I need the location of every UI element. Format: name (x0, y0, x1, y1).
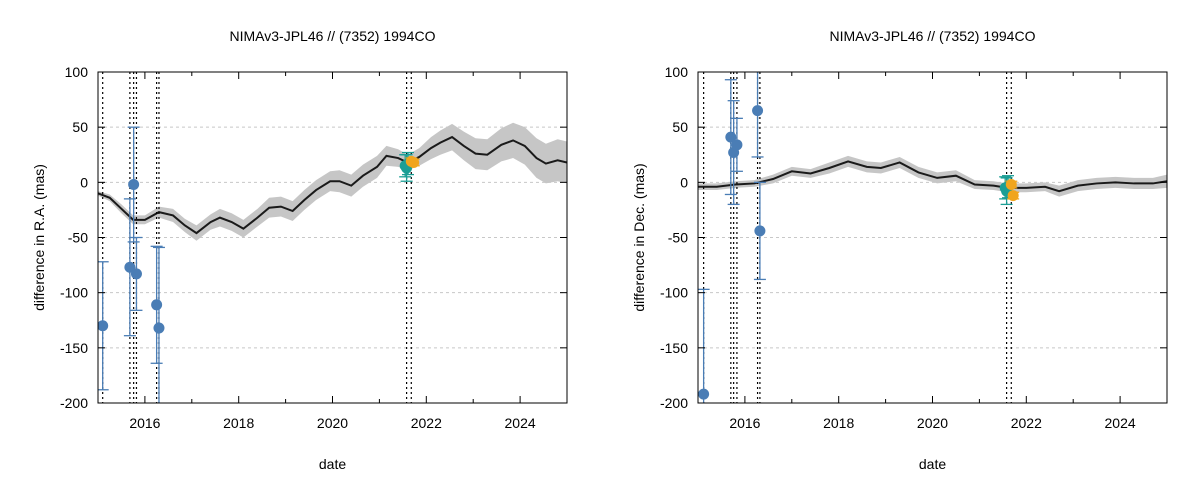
y-tick-label: 0 (80, 174, 88, 190)
y-tick-label: -200 (60, 395, 88, 411)
data-point (725, 131, 737, 143)
y-tick-label: -200 (660, 395, 688, 411)
x-axis-title: date (919, 456, 946, 472)
chart-dec-difference: 100 50 0 -50 -100 -150 -200 2016 2018 2020 2022 202… (631, 28, 1168, 472)
data-point (151, 299, 163, 311)
data-point (408, 156, 420, 168)
data-point (731, 139, 743, 151)
x-tick-label: 2024 (505, 415, 536, 431)
y-tick-label: 50 (672, 119, 688, 135)
y-tick-label: 100 (665, 64, 689, 80)
x-tick-label: 2020 (317, 415, 348, 431)
data-point (754, 225, 766, 237)
x-tick-label: 2022 (1011, 415, 1042, 431)
x-tick-label: 2018 (223, 415, 254, 431)
y-tick-label: 0 (680, 174, 688, 190)
plot-area (698, 72, 1167, 403)
y-tick-label: -150 (660, 340, 688, 356)
plot-area (98, 72, 567, 403)
data-point (1007, 190, 1019, 202)
data-point (130, 268, 142, 280)
model-curve (698, 160, 1167, 193)
y-axis-title: difference in R.A. (mas) (31, 164, 47, 311)
data-point (1005, 179, 1017, 191)
x-tick-label: 2022 (411, 415, 442, 431)
model-curve (98, 135, 567, 235)
x-tick-label: 2020 (917, 415, 948, 431)
data-point (98, 320, 109, 332)
y-tick-label: -100 (60, 285, 88, 301)
x-tick-label: 2024 (1105, 415, 1136, 431)
data-point (153, 322, 165, 334)
x-tick-label: 2016 (729, 415, 760, 431)
x-tick-label: 2018 (823, 415, 854, 431)
chart-title: NIMAv3-JPL46 // (7352) 1994CO (830, 28, 1036, 44)
y-tick-label: -50 (668, 230, 688, 246)
data-point (698, 388, 710, 400)
y-tick-label: -100 (660, 285, 688, 301)
y-tick-label: 50 (72, 119, 88, 135)
x-tick-label: 2016 (129, 415, 160, 431)
chart-title: NIMAv3-JPL46 // (7352) 1994CO (230, 28, 436, 44)
x-axis-title: date (319, 456, 346, 472)
y-tick-label: -150 (60, 340, 88, 356)
y-axis-title: difference in Dec. (mas) (631, 163, 647, 311)
y-tick-label: -50 (68, 230, 88, 246)
y-tick-label: 100 (65, 64, 89, 80)
chart-ra-difference: 100 50 0 -50 -100 -150 -200 2016 2018 2020 2022 202… (31, 28, 568, 472)
data-point (128, 179, 140, 191)
data-point (752, 105, 764, 117)
